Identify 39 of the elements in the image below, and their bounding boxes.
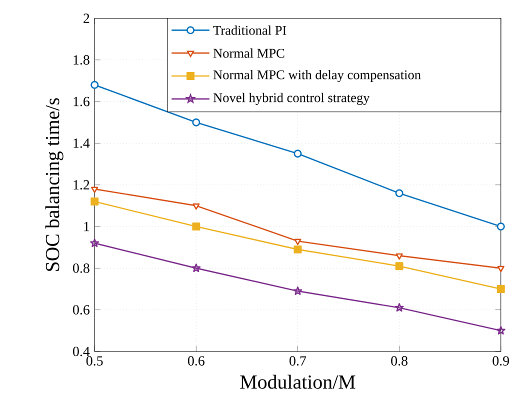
y-tick-label: 0.6 xyxy=(73,304,90,314)
point xyxy=(395,189,404,198)
y-tick-label: 2 xyxy=(84,14,90,23)
point xyxy=(90,197,99,206)
x-tick-label: 0.9 xyxy=(492,356,509,366)
legend-label: Normal MPC with delay compensation xyxy=(213,70,421,82)
x-tick-label: 0.6 xyxy=(188,356,204,366)
point xyxy=(90,80,99,89)
legend-label: Traditional PI xyxy=(213,25,286,35)
legend-label: Normal MPC xyxy=(213,48,284,58)
point xyxy=(294,245,302,254)
point xyxy=(395,262,404,270)
point xyxy=(192,203,200,210)
x-tick-label: 0.5 xyxy=(86,356,103,366)
point xyxy=(294,238,302,245)
x-tick-label: 0.7 xyxy=(290,356,306,366)
point xyxy=(394,302,404,312)
point xyxy=(293,286,302,295)
x-axis-title: Modulation/M xyxy=(240,374,356,389)
y-axis-title: SOC balancing time/s xyxy=(45,98,64,271)
point xyxy=(192,222,200,230)
point xyxy=(496,284,505,293)
y-tick-label: 1.2 xyxy=(74,180,90,190)
point xyxy=(497,266,504,272)
legend-label: Novel hybrid control strategy xyxy=(213,92,370,105)
y-tick-label: 1 xyxy=(84,222,90,231)
point xyxy=(496,326,506,334)
y-tick-label: 1.8 xyxy=(74,55,90,64)
point xyxy=(192,263,201,272)
point xyxy=(496,222,505,230)
y-tick-label: 0.4 xyxy=(73,346,90,356)
y-tick-label: 0.8 xyxy=(73,263,90,273)
y-tick-label: 1.6 xyxy=(74,96,90,106)
x-tick-label: 0.8 xyxy=(391,356,408,366)
y-tick-label: 1.4 xyxy=(74,138,90,148)
point xyxy=(294,150,302,158)
point xyxy=(396,253,403,260)
point xyxy=(192,118,200,126)
point xyxy=(90,238,100,247)
